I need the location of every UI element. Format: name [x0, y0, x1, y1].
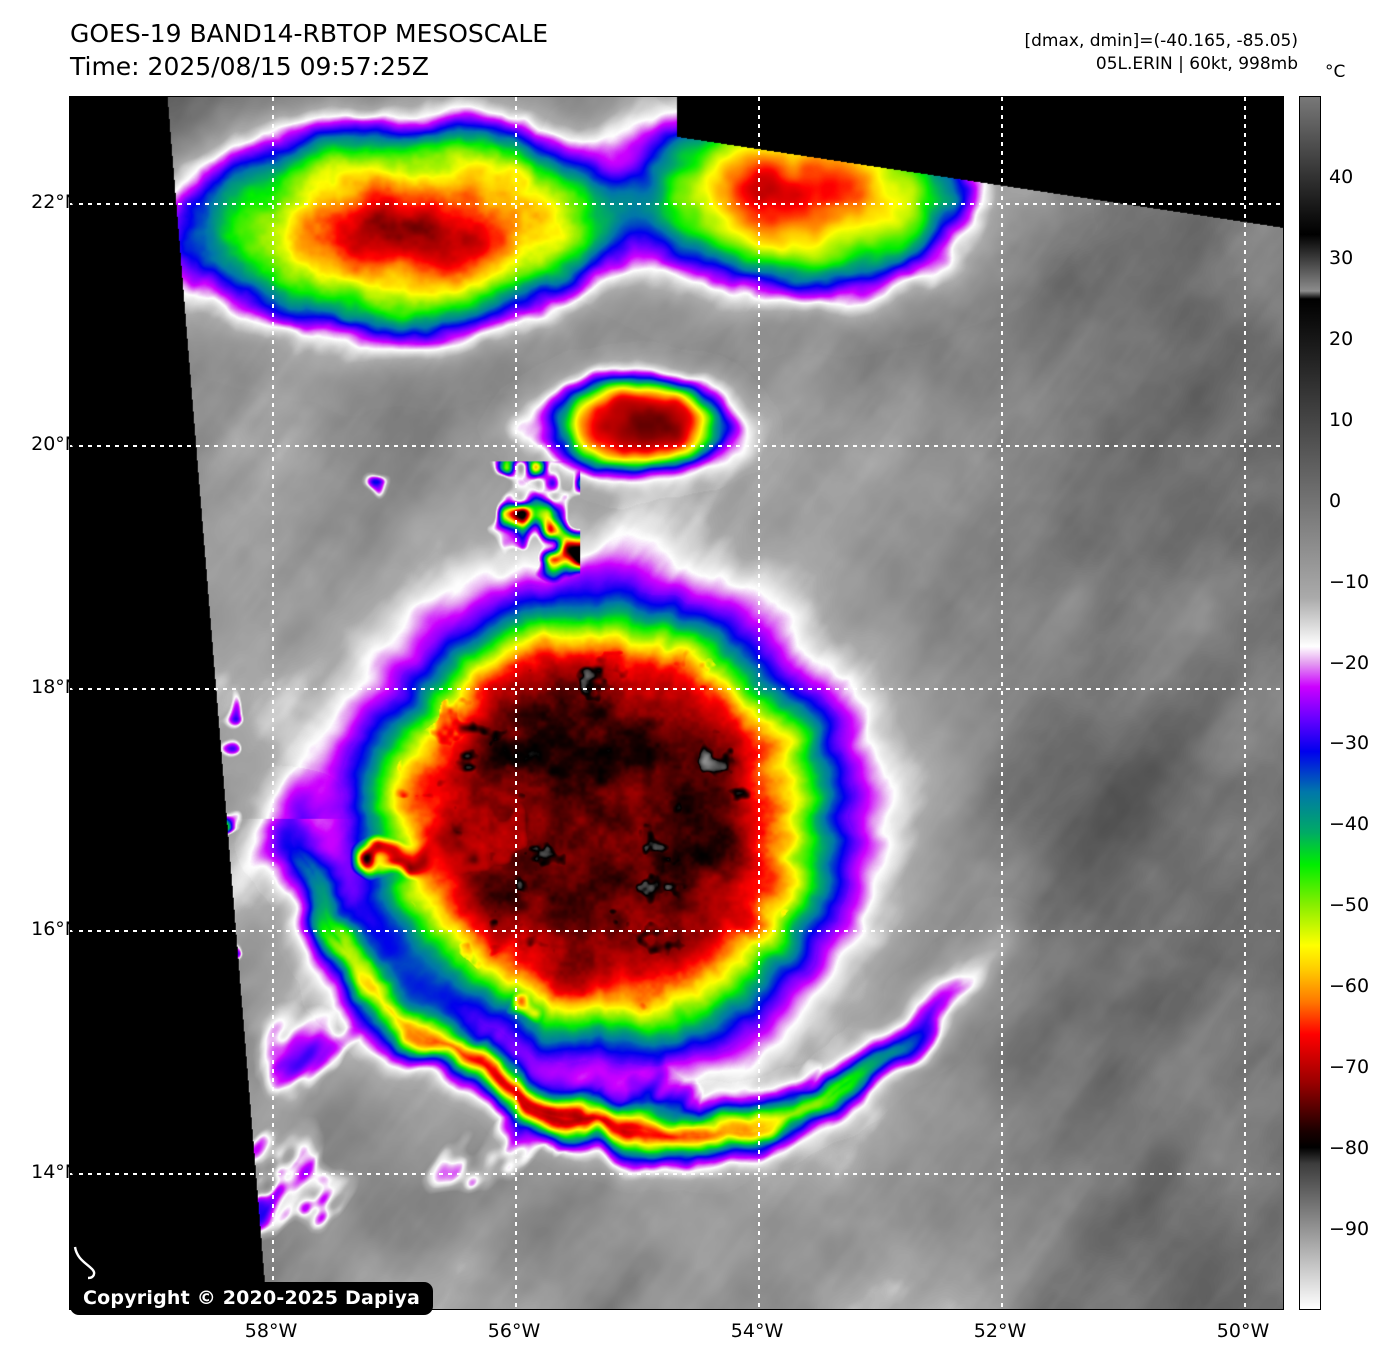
temperature-colorbar[interactable] [1299, 96, 1321, 1310]
colorbar-tick-label: −40 [1329, 813, 1370, 836]
colorbar-tick-label: 40 [1329, 165, 1354, 188]
colorbar-tick-label: −70 [1329, 1056, 1370, 1079]
page-title: GOES-19 BAND14-RBTOP MESOSCALE [70, 19, 549, 48]
colorbar-tick-label: 20 [1329, 327, 1354, 350]
colorbar-tick-label: −90 [1329, 1218, 1370, 1241]
colorbar-tick-label: −20 [1329, 651, 1370, 674]
latitude-tick-label: 18°N [31, 676, 79, 698]
longitude-tick-label: 56°W [487, 1320, 541, 1342]
colorbar-tick-label: −50 [1329, 894, 1370, 917]
latitude-tick-label: 16°N [31, 918, 79, 940]
latitude-tick-label: 22°N [31, 191, 79, 213]
colorbar-tick-label: 10 [1329, 408, 1354, 431]
title-block: GOES-19 BAND14-RBTOP MESOSCALE Time: 202… [70, 18, 548, 83]
satellite-imagery-canvas [70, 97, 1283, 1309]
colorbar-tick-label: 30 [1329, 246, 1354, 269]
colorbar-tick-label: −30 [1329, 732, 1370, 755]
latitude-tick-label: 20°N [31, 433, 79, 455]
colorbar-gradient [1300, 97, 1320, 1309]
longitude-tick-label: 54°W [730, 1320, 784, 1342]
latitude-tick-label: 14°N [31, 1161, 79, 1183]
longitude-tick-label: 52°W [973, 1320, 1027, 1342]
dmax-dmin-label: [dmax, dmin]=(-40.165, -85.05) [1024, 31, 1299, 51]
satellite-image-plot[interactable] [69, 96, 1284, 1310]
colorbar-tick-label: −80 [1329, 1137, 1370, 1160]
storm-info-label: 05L.ERIN | 60kt, 998mb [1095, 53, 1298, 74]
timestamp-label: Time: 2025/08/15 09:57:25Z [70, 51, 429, 81]
colorbar-tick-label: −10 [1329, 570, 1370, 593]
longitude-tick-label: 58°W [244, 1320, 298, 1342]
colorbar-tick-label: 0 [1329, 489, 1342, 512]
colorbar-unit-label: °C [1325, 62, 1346, 82]
copyright-watermark: Copyright © 2020-2025 Dapiya [70, 1282, 434, 1315]
metadata-block: [dmax, dmin]=(-40.165, -85.05) 05L.ERIN … [1025, 30, 1299, 76]
longitude-tick-label: 50°W [1216, 1320, 1270, 1342]
colorbar-tick-label: −60 [1329, 975, 1370, 998]
